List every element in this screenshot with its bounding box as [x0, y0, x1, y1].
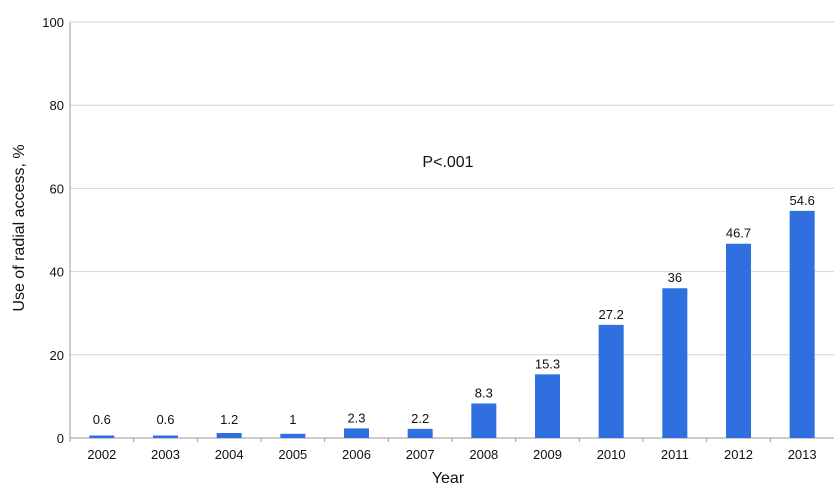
data-label-2007: 2.2: [411, 411, 429, 426]
bar-2004: [216, 433, 242, 438]
bar-2002: [89, 435, 115, 438]
data-label-2004: 1.2: [220, 412, 238, 427]
gridlines: [69, 21, 834, 439]
bar-2005: [280, 433, 306, 438]
x-tick-label-2006: 2006: [342, 447, 371, 462]
x-tick-label-2009: 2009: [533, 447, 562, 462]
x-tick-label-2005: 2005: [278, 447, 307, 462]
y-tick-label: 60: [50, 181, 64, 196]
bar-2011: [662, 288, 688, 438]
bar-2012: [726, 243, 751, 438]
bar-2010: [598, 324, 624, 438]
x-tick-label-2012: 2012: [724, 447, 753, 462]
data-label-2003: 0.6: [156, 412, 174, 427]
x-tick-label-2010: 2010: [597, 447, 626, 462]
x-tick-label-2007: 2007: [406, 447, 435, 462]
data-label-2012: 46.7: [726, 226, 751, 241]
x-tick-label-2008: 2008: [469, 447, 498, 462]
x-axis-ticks: 2002 2003 2004 2005 2006 2007 2008 2009 2010 2011…: [69, 438, 817, 462]
bar-2003: [153, 435, 178, 438]
x-tick-label-2013: 2013: [788, 447, 817, 462]
data-label-2005: 1: [289, 412, 296, 427]
data-label-2011: 36: [668, 270, 682, 285]
bar-2008: [471, 403, 497, 438]
y-tick-label: 100: [42, 15, 64, 30]
bar-2009: [535, 374, 560, 438]
x-tick-label-2004: 2004: [215, 447, 244, 462]
data-label-2006: 2.3: [347, 410, 365, 425]
bar-2013: [789, 210, 815, 438]
y-tick-label: 0: [57, 431, 64, 446]
bars: 0.6 0.6 1.2 1 2.3 2.2 8.3 15.3 27.2 36 46.7 54.6: [89, 193, 815, 438]
bar-2007: [407, 428, 433, 438]
y-tick-label: 40: [50, 265, 64, 280]
y-tick-label: 20: [50, 348, 64, 363]
y-tick-label: 80: [50, 98, 64, 113]
significance-annotation: P<.001: [422, 154, 473, 171]
x-tick-label-2003: 2003: [151, 447, 180, 462]
x-tick-label-2002: 2002: [87, 447, 116, 462]
data-label-2002: 0.6: [93, 412, 111, 427]
y-axis-ticks: 0 20 40 60 80 100: [42, 15, 64, 446]
bar-2006: [344, 428, 369, 438]
x-tick-label-2011: 2011: [661, 447, 689, 462]
data-label-2008: 8.3: [475, 385, 493, 400]
data-label-2013: 54.6: [790, 193, 815, 208]
x-axis-title: Year: [432, 470, 465, 485]
data-label-2009: 15.3: [535, 356, 560, 371]
y-axis-title: Use of radial access, %: [11, 144, 28, 311]
data-label-2010: 27.2: [599, 307, 624, 322]
